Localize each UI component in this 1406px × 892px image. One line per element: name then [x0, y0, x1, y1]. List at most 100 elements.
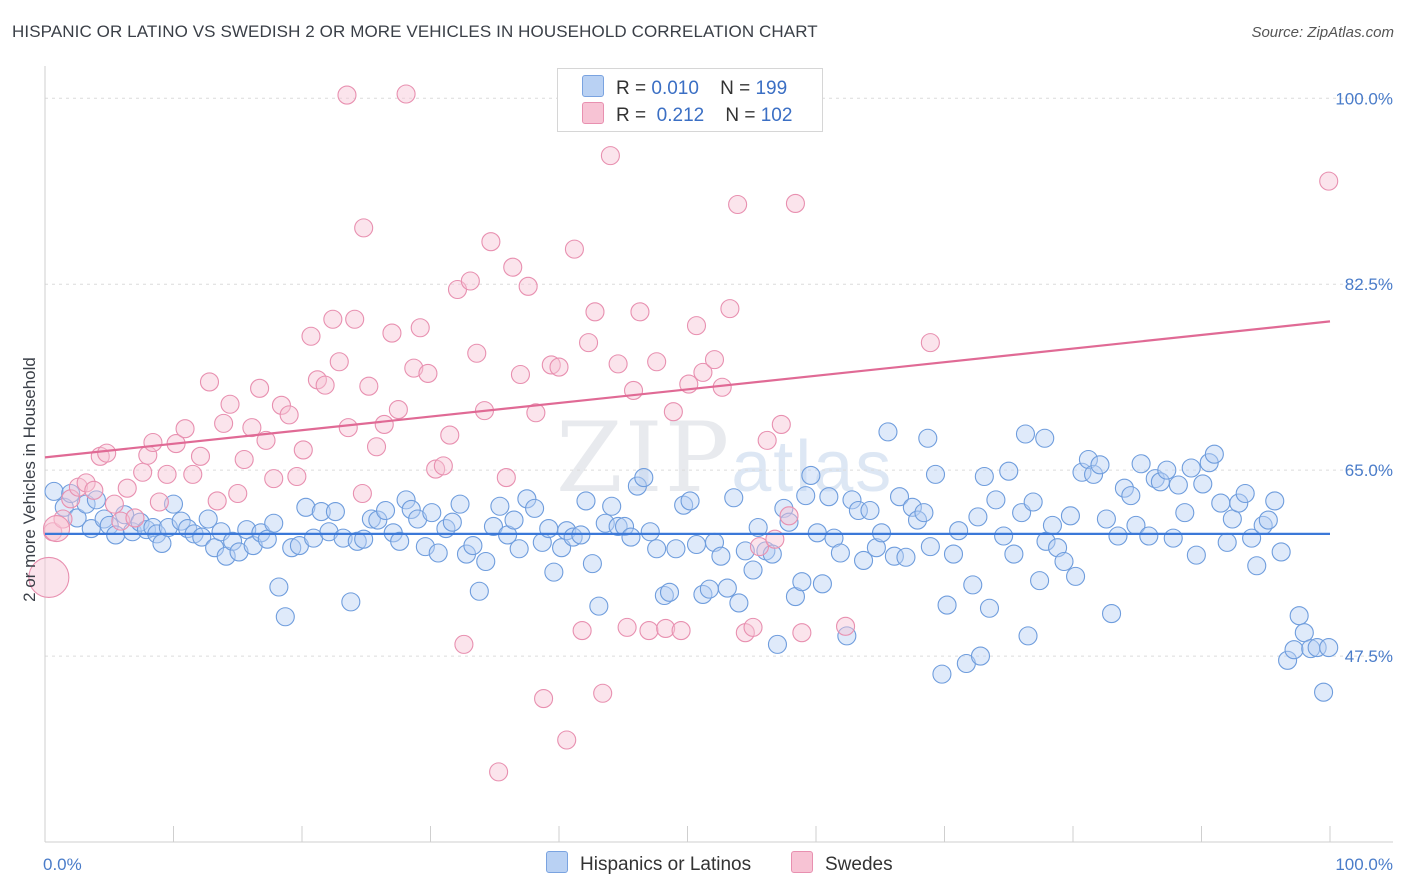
swedes-point — [656, 618, 676, 638]
swedes-point — [496, 468, 516, 488]
hispanics-point — [375, 500, 396, 521]
swedes-point — [287, 466, 307, 487]
axis-labels: 47.5% 65.0% 82.5% 100.0% 0.0% 100.0% 2 or more… — [20, 89, 1393, 874]
hispanics-point — [792, 572, 812, 592]
hispanics-point — [878, 422, 898, 442]
hispanics-point — [1186, 545, 1206, 565]
swedes-point — [526, 403, 546, 423]
hispanics-point — [1042, 515, 1062, 535]
hispanics-point — [902, 497, 922, 517]
swedes-point — [920, 333, 940, 353]
swedes-point — [440, 425, 460, 445]
swedes-point — [785, 193, 805, 213]
hispanics-point — [1211, 493, 1231, 513]
hispanics-point — [469, 581, 489, 601]
hispanics-point — [711, 546, 731, 566]
swedes-point — [489, 762, 509, 782]
hispanics-point — [729, 593, 749, 613]
hispanics-point — [1131, 454, 1151, 474]
hispanics-point — [634, 468, 654, 488]
swedes-point — [779, 506, 799, 526]
hispanics-point — [1284, 640, 1304, 660]
hispanics-point — [896, 547, 916, 567]
hispanics-point — [1114, 478, 1134, 498]
hispanics-point — [842, 490, 862, 510]
swedes-point — [323, 309, 343, 329]
hispanics-point — [654, 585, 674, 606]
swedes-point — [352, 483, 372, 504]
swedes-point — [518, 276, 538, 296]
swedes-point — [111, 511, 131, 531]
swedes-trend-line — [44, 320, 1331, 459]
swedes-point — [1319, 171, 1339, 191]
y-axis-title: 2 or more Vehicles in Household — [20, 357, 39, 602]
hispanics-point — [812, 574, 832, 594]
swedes-point — [117, 478, 137, 498]
hispanics-point — [693, 584, 713, 604]
y-tick-label: 47.5% — [1345, 647, 1393, 666]
trend-lines — [44, 320, 1331, 535]
hispanics-point — [192, 527, 212, 547]
hispanics-point — [1314, 682, 1334, 702]
hispanics-point — [907, 510, 928, 530]
hispanics-point — [943, 544, 964, 564]
hispanics-point — [1066, 566, 1086, 586]
swedes-point — [125, 508, 145, 528]
hispanics-point — [422, 503, 442, 523]
hispanics-point — [986, 490, 1006, 510]
hispanics-point — [595, 513, 615, 533]
hispanics-point — [1121, 486, 1141, 506]
hispanics-point — [325, 502, 345, 522]
hispanics-point — [801, 465, 821, 485]
legend-row-hispanics: R = 0.010 N = 199 — [582, 75, 787, 101]
swedes-point — [404, 358, 424, 378]
legend-n-label: N = — [725, 105, 756, 126]
swedes-point — [143, 432, 163, 453]
swedes-point — [76, 473, 96, 493]
hispanics-point — [699, 579, 719, 599]
watermark-zip: ZIP — [556, 402, 732, 514]
hispanics-point — [647, 539, 667, 559]
hispanics-point — [1023, 492, 1043, 512]
hispanics-point — [1004, 544, 1024, 564]
hispanics-point — [608, 516, 628, 536]
hispanics-point — [748, 517, 768, 538]
legend-r-label: R = — [616, 78, 647, 99]
hispanics-point — [1217, 532, 1237, 552]
swedes-point — [214, 413, 234, 433]
hispanics-point — [914, 503, 934, 523]
hispanics-point — [408, 509, 428, 529]
hispanics-point — [680, 491, 700, 511]
swedes-point — [183, 464, 203, 484]
hispanics-point — [796, 486, 816, 506]
hispanics-point — [198, 509, 218, 529]
y-tick-label: 100.0% — [1335, 89, 1393, 108]
hispanics-point — [509, 539, 529, 559]
hispanics-point — [974, 466, 994, 487]
grid-lines — [45, 97, 1390, 657]
hispanics-point — [686, 534, 707, 555]
swedes-point — [686, 316, 707, 336]
swedes-point — [242, 418, 262, 438]
series-swedes-points — [28, 84, 1339, 782]
swedes-point — [149, 492, 169, 512]
hispanics-point — [659, 582, 680, 602]
swedes-point — [228, 483, 248, 504]
hispanics-point — [1222, 509, 1242, 529]
hispanics-point — [319, 522, 339, 542]
hispanics-point — [979, 598, 1000, 618]
source-label: Source: ZipAtlas.com — [1251, 24, 1394, 41]
hispanics-point — [582, 554, 602, 574]
legend-swatch-pink — [582, 102, 604, 124]
hispanics-point — [830, 543, 850, 563]
swedes-point — [43, 515, 71, 543]
hispanics-point — [563, 527, 583, 547]
swedes-point — [345, 309, 365, 329]
hispanics-point — [1294, 623, 1314, 643]
swedes-point — [418, 363, 438, 383]
swedes-point — [354, 218, 374, 238]
swedes-point — [97, 443, 117, 463]
swedes-point — [157, 464, 177, 484]
legend-r-value: 0.010 — [651, 78, 699, 99]
